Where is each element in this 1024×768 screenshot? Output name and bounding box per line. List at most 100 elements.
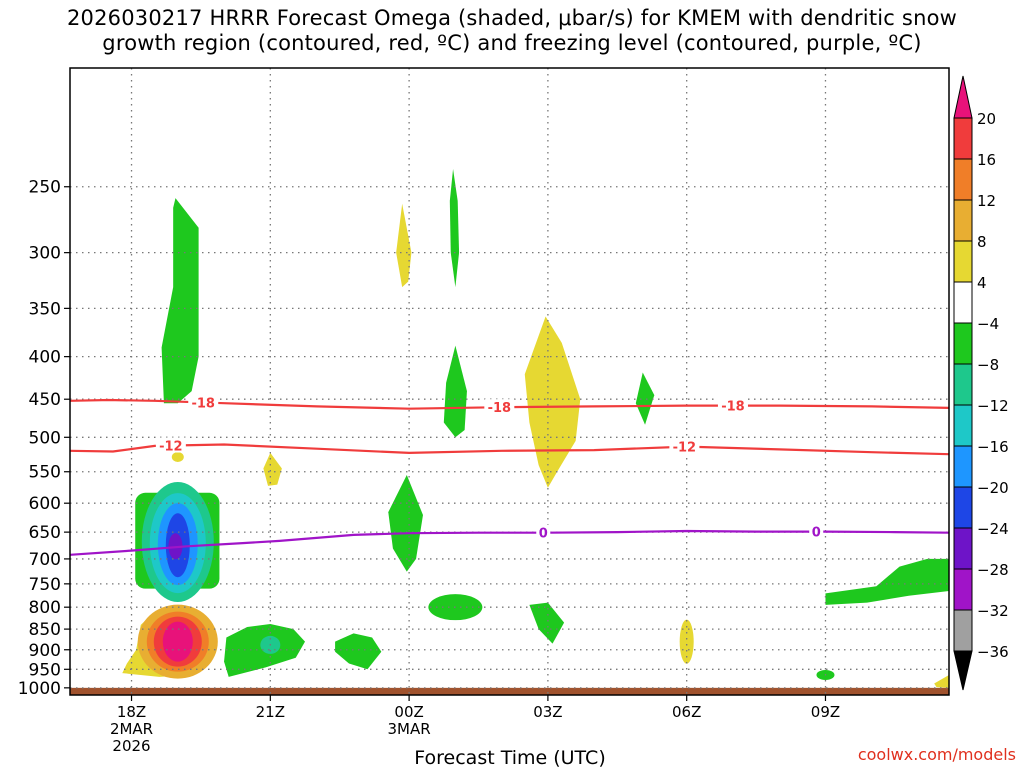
colorbar-label: −28: [977, 561, 1009, 579]
omega-region: [396, 203, 412, 288]
y-tick-label: 650: [29, 523, 61, 543]
omega-region: [635, 372, 655, 425]
y-tick-label: 950: [29, 660, 61, 680]
y-tick-label: 850: [29, 620, 61, 640]
omega-region: [449, 168, 460, 288]
contour-label: 0: [539, 527, 548, 542]
x-tick-label: 21Z: [256, 703, 285, 721]
omega-region: [161, 198, 199, 404]
contour-line: [70, 529, 949, 556]
x-tick-label: 09Z: [811, 703, 840, 721]
x-tick-label: 18Z: [117, 703, 146, 721]
colorbar-bin: [953, 363, 973, 406]
y-tick-label: 800: [29, 598, 61, 618]
y-tick-label: 350: [29, 299, 61, 319]
colorbar-bin: [953, 75, 973, 119]
colorbar-bin: [953, 322, 973, 365]
x-tick-label: 2MAR: [110, 720, 153, 738]
y-tick-label: 500: [29, 428, 61, 448]
x-tick-label: 06Z: [672, 703, 701, 721]
x-tick-label: 2026: [112, 737, 150, 755]
omega-region: [529, 602, 565, 644]
contour-line: [70, 443, 949, 456]
credit-link[interactable]: coolwx.com/models: [857, 745, 1016, 764]
colorbar-bin: [953, 527, 973, 570]
x-tick-label: 00Z: [394, 703, 423, 721]
contour-label: 0: [812, 526, 821, 541]
colorbar-label: 8: [977, 233, 987, 251]
omega-region: [934, 674, 949, 688]
contour-label-bg: [809, 523, 824, 539]
contour-label-bg: [188, 394, 219, 410]
ground-layer: [70, 687, 949, 695]
ground-surface: [70, 687, 949, 695]
colorbar-bin: [953, 609, 973, 652]
y-tick-label: 300: [29, 244, 61, 264]
chart-title: 2026030217 HRRR Forecast Omega (shaded, …: [0, 6, 1024, 56]
chart-title-line-1: 2026030217 HRRR Forecast Omega (shaded, …: [66, 6, 957, 30]
contour-line: [70, 398, 949, 410]
contour-label-bg: [536, 524, 551, 540]
chart-title-line-2: growth region (contoured, red, ºC) and f…: [102, 31, 922, 55]
plot-frame: [69, 67, 950, 696]
colorbar-bin: [953, 158, 973, 201]
omega-region: [263, 452, 282, 486]
colorbar-label: 16: [977, 151, 996, 169]
omega-region: [335, 633, 382, 670]
colorbar-bin: [953, 568, 973, 611]
y-tick-label: 600: [29, 494, 61, 514]
contour-label: -18: [721, 400, 745, 415]
contour-label: -18: [488, 401, 512, 416]
colorbar-bin: [953, 240, 973, 283]
colorbar-label: 20: [977, 110, 996, 128]
omega-region: [171, 451, 184, 462]
y-tick-label: 450: [29, 390, 61, 410]
colorbar-label: −32: [977, 602, 1009, 620]
colorbar-bin: [953, 650, 973, 691]
colorbar-label: −16: [977, 438, 1009, 456]
colorbar-bin: [953, 404, 973, 447]
contour-label: -18: [191, 396, 215, 411]
omega-region: [162, 621, 193, 662]
contour-lines: -18 -18 -18 -12 -12 0 0: [70, 394, 949, 556]
contour-label: -12: [159, 440, 183, 455]
y-axis: 2503003504004505005506006507007508008509…: [18, 178, 70, 699]
omega-region: [443, 345, 467, 438]
colorbar-label: −12: [977, 397, 1009, 415]
contour-label-bg: [669, 438, 700, 454]
colorbar: 20 16 12 8 4 −4 −8 −12 −16 −20 −24 −28 −32 −36: [953, 75, 1009, 691]
colorbar-label: −4: [977, 315, 999, 333]
x-tick-label: 3MAR: [388, 720, 431, 738]
colorbar-bin: [953, 281, 973, 324]
y-tick-label: 700: [29, 550, 61, 570]
colorbar-label: −20: [977, 479, 1009, 497]
y-tick-label: 900: [29, 641, 61, 661]
y-tick-label: 750: [29, 575, 61, 595]
contour-label-bg: [155, 437, 186, 453]
colorbar-bin: [953, 199, 973, 242]
contour-label-bg: [484, 399, 515, 415]
omega-shading: [122, 168, 949, 688]
contour-label-bg: [717, 397, 748, 413]
y-tick-label: 250: [29, 178, 61, 198]
x-axis-label: Forecast Time (UTC): [414, 747, 605, 768]
colorbar-label: −36: [977, 643, 1009, 661]
contour-label: -12: [673, 441, 697, 456]
y-tick-label: 400: [29, 348, 61, 368]
colorbar-bin: [953, 445, 973, 488]
omega-region: [825, 558, 949, 605]
x-tick-label: 03Z: [533, 703, 562, 721]
grid-lines: [70, 68, 949, 695]
colorbar-bin: [953, 117, 973, 160]
colorbar-label: −8: [977, 356, 999, 374]
y-tick-label: 1000: [18, 679, 61, 699]
omega-region: [388, 475, 423, 572]
colorbar-label: −24: [977, 520, 1009, 538]
colorbar-label: 4: [977, 274, 987, 292]
omega-region: [679, 619, 694, 664]
colorbar-label: 12: [977, 192, 996, 210]
y-tick-label: 550: [29, 463, 61, 483]
omega-region: [524, 316, 581, 488]
